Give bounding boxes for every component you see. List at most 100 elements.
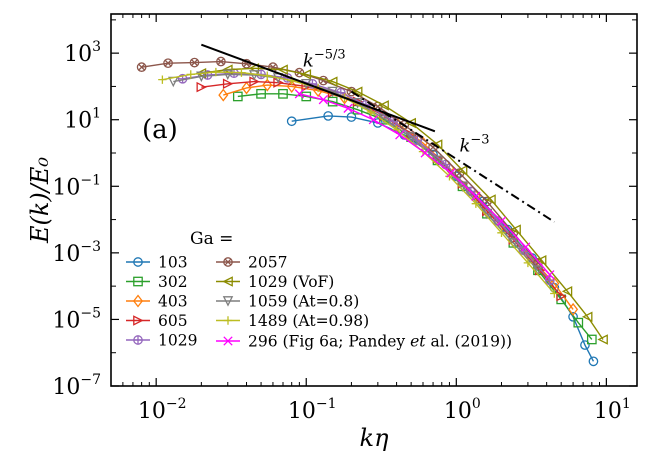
plot-frame xyxy=(110,13,638,387)
legend-entry: 2057 xyxy=(216,254,287,272)
data-point xyxy=(163,58,173,69)
legend-marker xyxy=(133,276,143,287)
legend-entry: 1059 (At=0.8) xyxy=(216,293,359,311)
reference-line xyxy=(201,43,436,133)
legend-entry: 1029 xyxy=(126,332,197,350)
x-tick-label: 10−2 xyxy=(138,396,187,424)
x-tick-label: 101 xyxy=(594,396,631,424)
data-point xyxy=(523,258,533,268)
legend-marker xyxy=(133,257,143,267)
legend-marker xyxy=(223,257,233,267)
legend-entry: 103 xyxy=(126,254,188,272)
legend-label: 403 xyxy=(158,293,188,311)
data-point xyxy=(368,115,379,125)
data-point xyxy=(378,113,390,124)
data-point xyxy=(485,194,496,205)
data-point xyxy=(550,289,559,298)
data-point xyxy=(372,118,383,128)
legend-marker xyxy=(133,335,143,345)
legend-entry: 302 xyxy=(126,273,188,291)
data-point xyxy=(568,302,579,316)
data-point xyxy=(395,130,405,140)
data-point xyxy=(323,111,334,121)
data-point xyxy=(346,112,357,122)
legend-marker xyxy=(222,276,233,287)
data-point xyxy=(521,242,531,252)
data-point xyxy=(405,132,417,143)
data-point xyxy=(263,71,272,80)
data-point xyxy=(294,89,305,99)
data-point xyxy=(446,168,456,178)
data-point xyxy=(186,70,195,79)
data-point xyxy=(588,356,599,367)
data-point xyxy=(351,86,363,97)
legend-marker xyxy=(223,316,233,325)
legend-marker xyxy=(132,294,144,308)
data-point xyxy=(277,64,288,75)
data-point xyxy=(278,88,288,99)
legend-label: 605 xyxy=(158,312,188,330)
y-tick-label: 101 xyxy=(64,106,101,134)
legend-label: 2057 xyxy=(248,254,287,272)
data-point xyxy=(211,67,221,77)
panel-label: (a) xyxy=(142,115,178,145)
legend-label: 1029 xyxy=(158,332,197,350)
data-point xyxy=(471,199,481,208)
data-point xyxy=(456,165,468,176)
data-point xyxy=(561,286,573,297)
series-layer xyxy=(136,56,608,367)
data-point xyxy=(573,317,584,328)
data-point xyxy=(544,275,555,286)
data-point xyxy=(189,57,200,68)
data-point xyxy=(510,224,521,235)
data-point xyxy=(286,116,297,127)
reference-line-label: k−5/3 xyxy=(303,47,346,71)
reference-line-k-3: k−3 xyxy=(350,90,555,223)
data-point xyxy=(241,81,252,95)
data-point xyxy=(232,91,243,102)
data-point xyxy=(218,88,229,102)
legend-entry: 605 xyxy=(126,312,188,330)
data-point xyxy=(366,107,376,117)
legend-entry: 296 (Fig 6a; Pandey et al. (2019)) xyxy=(216,333,512,351)
data-point xyxy=(556,290,567,302)
data-point xyxy=(420,148,430,158)
reference-line-k-5-3: k−5/3 xyxy=(201,43,436,133)
data-point xyxy=(568,311,578,322)
y-axis-label: E(k)/E₀ xyxy=(26,157,54,244)
data-point xyxy=(237,68,246,77)
legend-label: 1059 (At=0.8) xyxy=(248,293,359,311)
legend-marker xyxy=(222,296,234,307)
legend-marker xyxy=(223,336,233,346)
data-point xyxy=(196,71,207,83)
series-296-fig-6a-pandey-et-al-2019- xyxy=(294,89,555,280)
y-tick-label: 10−5 xyxy=(52,305,101,333)
data-point xyxy=(471,191,481,201)
x-axis-label: kη xyxy=(360,424,390,452)
data-point xyxy=(508,237,519,249)
legend-marker xyxy=(133,315,144,326)
data-point xyxy=(535,254,547,266)
data-point xyxy=(496,216,507,226)
data-point xyxy=(580,340,590,350)
data-point xyxy=(300,69,312,80)
legend-title: Ga = xyxy=(190,229,233,249)
legend-label: 1489 (At=0.98) xyxy=(248,312,369,330)
data-point xyxy=(445,172,454,181)
y-tick-label: 103 xyxy=(64,39,101,67)
data-point xyxy=(532,265,544,276)
reference-line xyxy=(350,90,555,223)
series-1029 xyxy=(177,68,555,286)
legend-label: 296 (Fig 6a; Pandey et al. (2019)) xyxy=(248,333,512,351)
data-point xyxy=(256,88,266,99)
data-point xyxy=(581,311,593,323)
data-point xyxy=(343,103,353,113)
y-tick-label: 10−7 xyxy=(52,372,101,400)
x-tick-label: 100 xyxy=(444,396,481,424)
y-tick-label: 10−1 xyxy=(52,172,101,200)
data-point xyxy=(222,78,234,90)
x-tick-label: 10−1 xyxy=(288,396,337,424)
data-point xyxy=(378,100,389,111)
